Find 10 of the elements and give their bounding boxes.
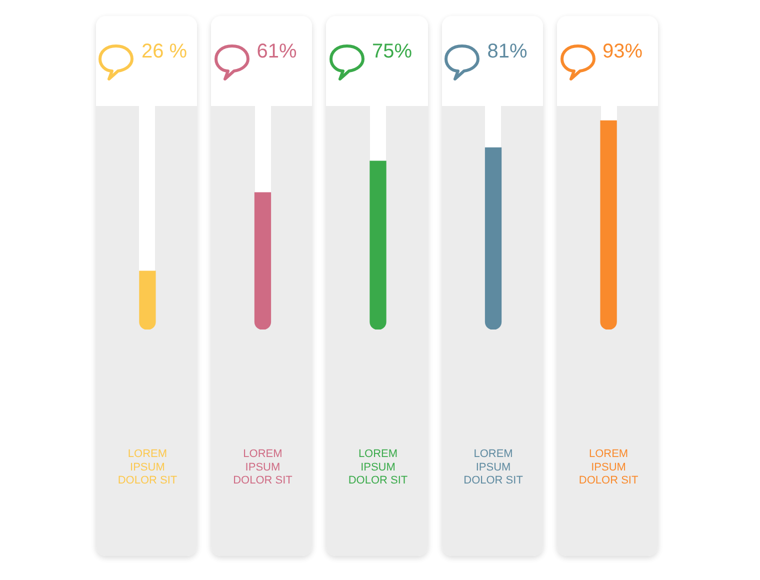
x-tick-label: LOREM IPSUM DOLOR SIT [233, 448, 293, 487]
data-label: 75% [372, 40, 412, 63]
data-label: 81% [487, 40, 528, 63]
data-label: 61% [256, 40, 297, 63]
data-label: 26 % [141, 40, 188, 63]
x-tick-label: LOREM IPSUM DOLOR SIT [578, 448, 638, 487]
x-tick-label: LOREM IPSUM DOLOR SIT [464, 448, 524, 487]
data-label: 93% [602, 40, 643, 63]
x-tick-label: LOREM IPSUM DOLOR SIT [348, 448, 408, 487]
x-tick-label: LOREM IPSUM DOLOR SIT [118, 448, 178, 487]
